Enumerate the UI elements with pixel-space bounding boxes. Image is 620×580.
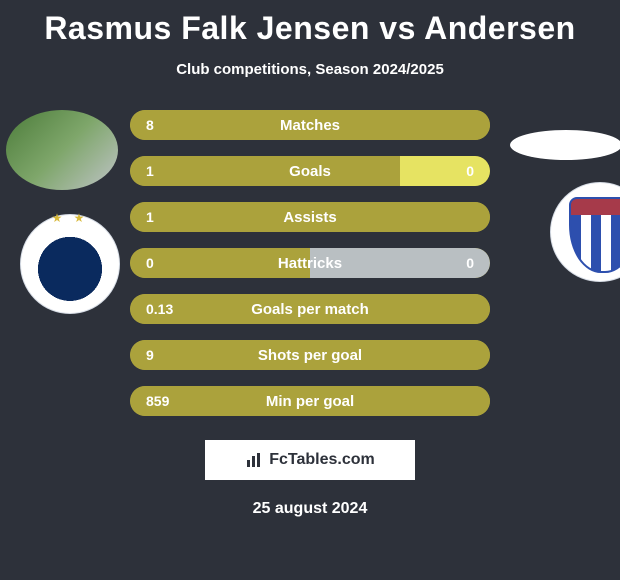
stat-value-left: 0 <box>130 255 200 271</box>
stat-bar: 1Goals0 <box>130 156 490 186</box>
stat-bar: 1Assists <box>130 202 490 232</box>
comparison-panel: 8Matches1Goals01Assists0Hattricks00.13Go… <box>0 110 620 416</box>
stat-bar: 0.13Goals per match <box>130 294 490 324</box>
brand-text: FcTables.com <box>269 451 375 469</box>
stat-value-left: 9 <box>130 347 200 363</box>
stat-value-left: 1 <box>130 209 200 225</box>
stat-bar: 859Min per goal <box>130 386 490 416</box>
brand-badge: FcTables.com <box>205 440 415 480</box>
stat-label: Goals <box>200 163 420 180</box>
stat-value-left: 859 <box>130 393 200 409</box>
footer-date: 25 august 2024 <box>0 500 620 518</box>
chart-icon <box>245 451 263 469</box>
stat-label: Shots per goal <box>200 347 420 364</box>
page-title: Rasmus Falk Jensen vs Andersen <box>0 0 620 47</box>
stat-label: Matches <box>200 117 420 134</box>
stat-value-left: 8 <box>130 117 200 133</box>
club-badge-left <box>20 214 120 314</box>
stat-label: Assists <box>200 209 420 226</box>
stat-value-left: 0.13 <box>130 301 200 317</box>
stat-value-left: 1 <box>130 163 200 179</box>
player-photo-right <box>510 130 620 160</box>
stat-value-right: 0 <box>420 163 490 179</box>
player-photo-left <box>6 110 118 190</box>
stat-bar: 0Hattricks0 <box>130 248 490 278</box>
stat-label: Hattricks <box>200 255 420 272</box>
stat-label: Goals per match <box>200 301 420 318</box>
club-badge-right <box>550 182 620 282</box>
page-subtitle: Club competitions, Season 2024/2025 <box>0 61 620 78</box>
stat-label: Min per goal <box>200 393 420 410</box>
stat-value-right: 0 <box>420 255 490 271</box>
stat-bar: 8Matches <box>130 110 490 140</box>
stat-bars: 8Matches1Goals01Assists0Hattricks00.13Go… <box>130 110 490 416</box>
stat-bar: 9Shots per goal <box>130 340 490 370</box>
